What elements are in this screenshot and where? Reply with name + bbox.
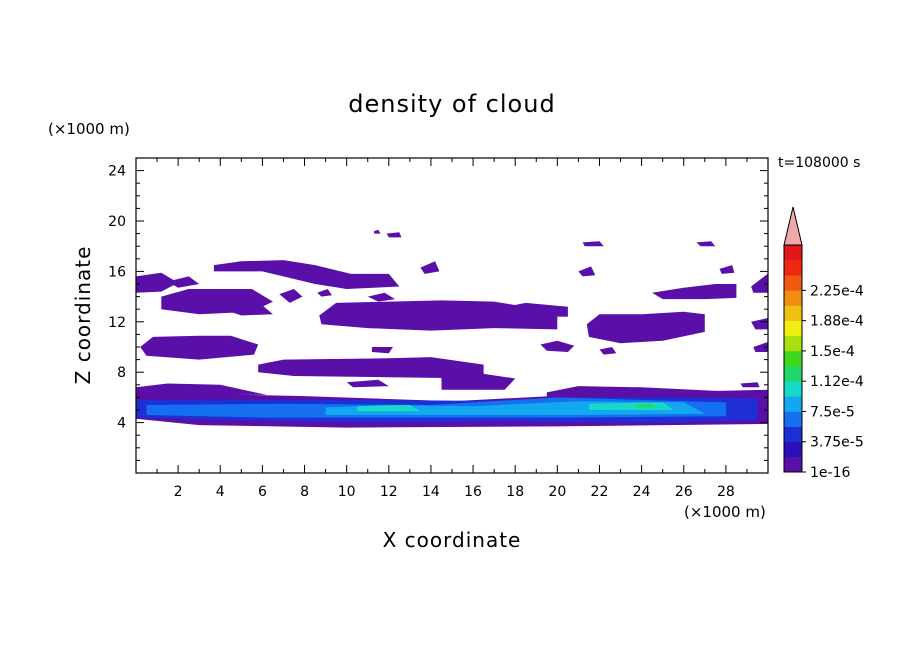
colorbar-segment bbox=[784, 456, 802, 473]
colorbar: 1e-16 3.75e-5 7.5e-5 1.12e-4 1.5e-4 1.88e-4 2.… bbox=[783, 206, 864, 481]
colorbar-overflow-triangle bbox=[783, 206, 803, 246]
contour-region-4 bbox=[357, 405, 421, 412]
y-tick-label: 24 bbox=[108, 164, 126, 180]
y-axis-ticks: 4 8 12 16 20 24 bbox=[108, 164, 768, 461]
x-tick-label: 20 bbox=[548, 484, 566, 500]
x-tick-label: 4 bbox=[216, 484, 225, 500]
contour-region-11 bbox=[258, 357, 484, 379]
contour-region-5 bbox=[588, 402, 674, 410]
contour-region-38 bbox=[346, 379, 389, 388]
colorbar-segment bbox=[784, 441, 802, 458]
contour-region-34 bbox=[578, 266, 596, 277]
contour-region-16 bbox=[319, 300, 558, 331]
colorbar-segment bbox=[784, 396, 802, 412]
colorbar-segment bbox=[784, 366, 802, 382]
time-label: t=108000 s bbox=[778, 155, 860, 171]
colorbar-outline bbox=[783, 244, 803, 473]
contour-region-14 bbox=[161, 289, 273, 315]
y-unit-label: (×1000 m) bbox=[48, 120, 130, 138]
colorbar-label: 1.12e-4 bbox=[810, 374, 864, 390]
colorbar-segment bbox=[784, 305, 802, 321]
contour-region-32 bbox=[696, 241, 716, 247]
colorbar-label: 3.75e-5 bbox=[810, 435, 864, 451]
colorbar-segment bbox=[784, 335, 802, 352]
contour-region-20 bbox=[213, 260, 400, 289]
contour-region-17 bbox=[494, 302, 568, 317]
x-tick-label: 6 bbox=[258, 484, 267, 500]
colorbar-label: 1.88e-4 bbox=[810, 314, 864, 330]
x-tick-label: 2 bbox=[174, 484, 183, 500]
contour-region-19 bbox=[167, 276, 200, 288]
colorbar-label: 1.5e-4 bbox=[810, 344, 855, 360]
x-axis-ticks: 2 4 6 8 10 12 14 16 18 20 22 24 26 28 bbox=[156, 158, 748, 500]
colorbar-segment bbox=[784, 290, 802, 306]
contour-region-26 bbox=[751, 273, 768, 293]
colorbar-segment bbox=[784, 350, 802, 367]
contour-region-37 bbox=[599, 347, 617, 355]
colorbar-segment bbox=[784, 275, 802, 291]
contour-region-28 bbox=[753, 342, 768, 352]
colorbar-segment bbox=[784, 245, 802, 261]
x-tick-label: 16 bbox=[464, 484, 482, 500]
colorbar-segment bbox=[784, 320, 802, 337]
contour-region-27 bbox=[751, 318, 768, 330]
contour-region-8 bbox=[546, 386, 747, 398]
contour-region-29 bbox=[374, 229, 381, 234]
contour-region-21 bbox=[279, 289, 303, 303]
x-tick-label: 24 bbox=[633, 484, 651, 500]
x-tick-label: 22 bbox=[591, 484, 609, 500]
colorbar-segment bbox=[784, 260, 802, 276]
contour-fill-regions bbox=[136, 229, 768, 428]
contour-region-23 bbox=[586, 311, 705, 344]
colorbar-segment bbox=[784, 381, 802, 397]
contour-region-25 bbox=[652, 284, 737, 300]
y-axis-label: Z coordinate bbox=[71, 246, 95, 385]
x-tick-label: 28 bbox=[717, 484, 735, 500]
contour-region-39 bbox=[740, 382, 760, 388]
x-tick-label: 10 bbox=[338, 484, 356, 500]
contour-region-7 bbox=[136, 383, 267, 395]
colorbar-label: 1e-16 bbox=[810, 465, 850, 481]
y-tick-label: 20 bbox=[108, 214, 126, 230]
contour-region-31 bbox=[582, 241, 604, 247]
chart-title: density of cloud bbox=[348, 90, 555, 118]
x-tick-label: 18 bbox=[506, 484, 524, 500]
contour-region-33 bbox=[420, 261, 440, 274]
y-tick-label: 12 bbox=[108, 315, 126, 331]
colorbar-segment bbox=[784, 426, 802, 443]
contour-region-12 bbox=[140, 335, 259, 360]
contour-region-22 bbox=[367, 292, 396, 302]
x-tick-label: 26 bbox=[675, 484, 693, 500]
contour-region-15 bbox=[230, 305, 273, 316]
x-unit-label: (×1000 m) bbox=[684, 503, 766, 521]
contour-region-18 bbox=[136, 272, 179, 293]
colorbar-label: 7.5e-5 bbox=[810, 404, 855, 420]
contour-region-35 bbox=[719, 265, 735, 274]
colorbar-segment bbox=[784, 411, 802, 427]
x-axis-label: X coordinate bbox=[383, 528, 522, 552]
y-tick-label: 8 bbox=[117, 365, 126, 381]
y-tick-label: 16 bbox=[108, 264, 126, 280]
x-tick-label: 12 bbox=[380, 484, 398, 500]
x-tick-label: 14 bbox=[422, 484, 440, 500]
contour-region-9 bbox=[199, 387, 231, 394]
contour-region-36 bbox=[317, 289, 332, 297]
contour-region-24 bbox=[540, 340, 575, 352]
y-tick-label: 4 bbox=[117, 416, 126, 432]
x-tick-label: 8 bbox=[300, 484, 309, 500]
contour-region-6 bbox=[635, 403, 657, 408]
contour-region-13 bbox=[371, 347, 393, 354]
contour-region-30 bbox=[386, 232, 402, 238]
colorbar-label: 2.25e-4 bbox=[810, 283, 864, 299]
